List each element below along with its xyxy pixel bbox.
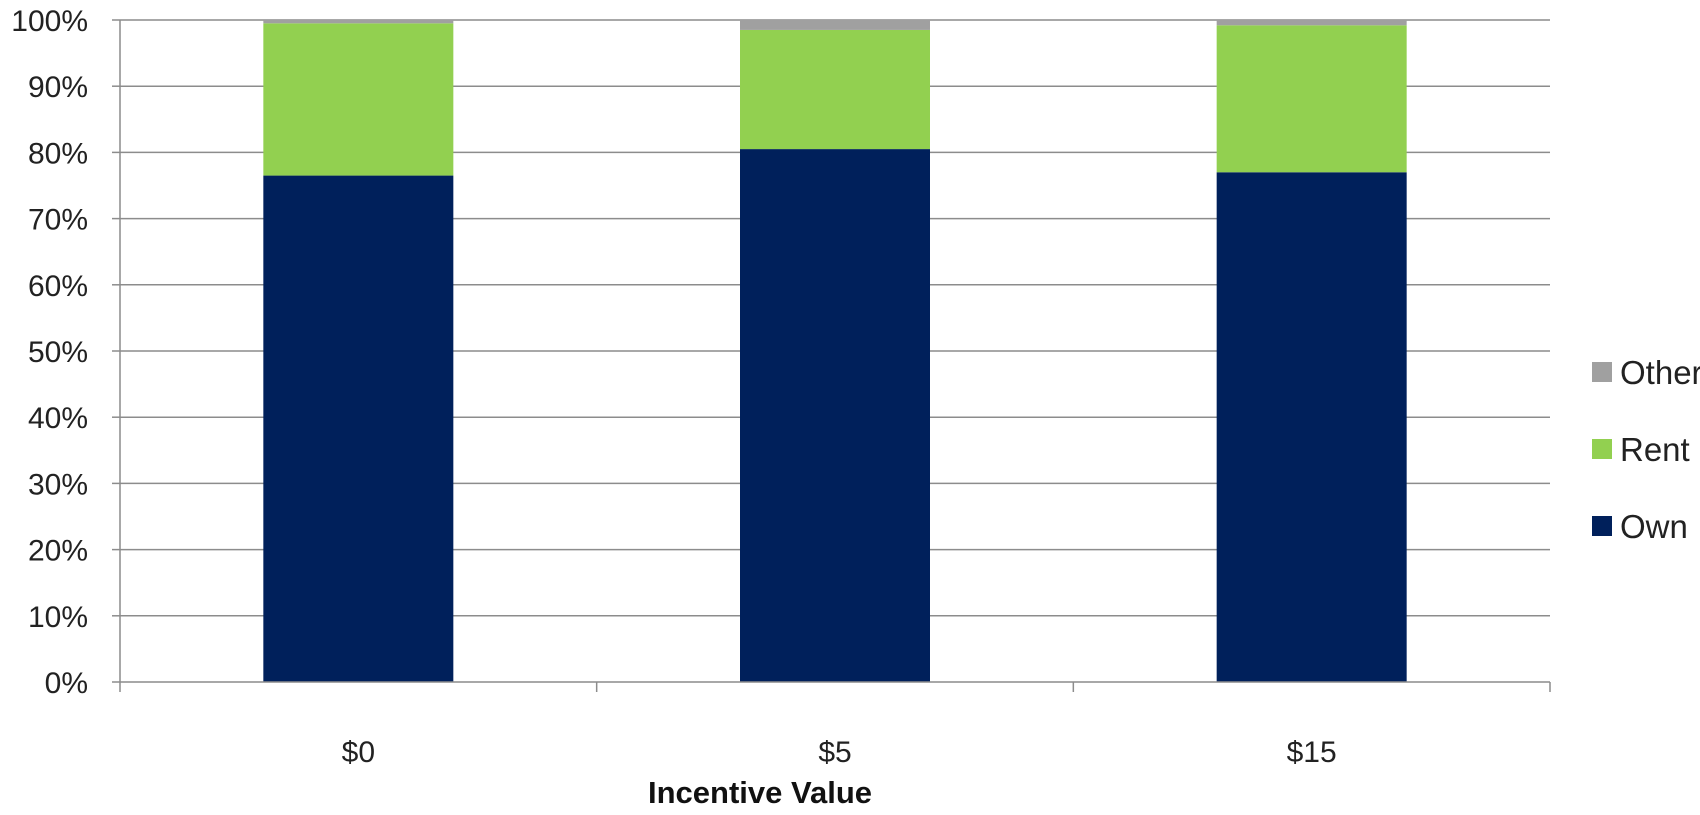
bar-own-0: [263, 175, 454, 682]
y-tick-label: 60%: [28, 270, 88, 303]
bar-rent-2: [1216, 25, 1407, 173]
bar-own-2: [1216, 172, 1407, 682]
x-axis-title: Incentive Value: [648, 775, 872, 810]
y-tick-label: 50%: [28, 336, 88, 369]
x-tick-labels: $0 $5 $15: [342, 736, 1337, 769]
legend-label-other: Other: [1620, 354, 1700, 391]
x-tick-label: $5: [818, 736, 851, 769]
y-tick-label: 90%: [28, 71, 88, 104]
y-tick-label: 70%: [28, 204, 88, 237]
y-tick-label: 80%: [28, 137, 88, 170]
legend-label-rent: Rent: [1620, 431, 1690, 468]
y-tick-label: 40%: [28, 402, 88, 435]
legend-swatch-own: [1592, 516, 1612, 536]
x-tick-label: $15: [1287, 736, 1337, 769]
bar-own-1: [740, 149, 930, 683]
legend-label-own: Own: [1620, 508, 1688, 545]
bar-rent-0: [263, 23, 454, 176]
bar-other-0: [263, 20, 454, 24]
legend-swatch-other: [1592, 362, 1612, 382]
y-tick-label: 100%: [11, 5, 88, 38]
bar-other-2: [1216, 20, 1407, 26]
bar-other-1: [740, 20, 930, 30]
y-tick-label: 20%: [28, 535, 88, 568]
legend: Other Rent Own: [1592, 354, 1700, 545]
y-tick-label: 10%: [28, 601, 88, 634]
legend-swatch-rent: [1592, 439, 1612, 459]
y-tick-label: 30%: [28, 468, 88, 501]
x-tick-label: $0: [342, 736, 375, 769]
y-tick-labels: 0% 10% 20% 30% 40% 50% 60% 70% 80% 90% 100%: [11, 5, 88, 700]
axes: [112, 19, 1551, 692]
bar-series: [263, 20, 1407, 683]
y-tick-label: 0%: [45, 667, 88, 700]
bar-rent-1: [740, 29, 930, 150]
